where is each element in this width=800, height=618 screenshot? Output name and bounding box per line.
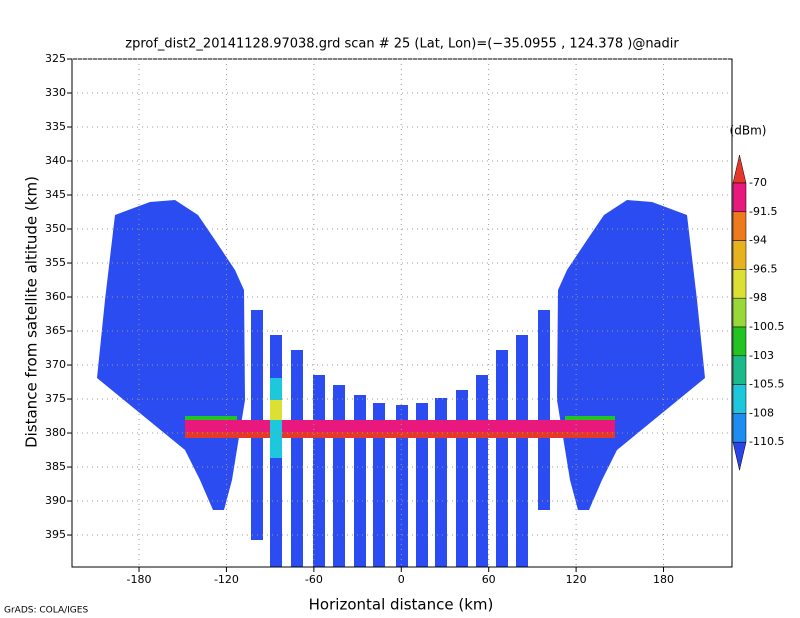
colorbar-segment <box>732 413 747 443</box>
scan-strip <box>416 403 428 567</box>
scan-strip <box>435 398 447 567</box>
scan-wedge <box>557 200 705 510</box>
y-tick-label: 375 <box>45 392 66 405</box>
y-tick-label: 370 <box>45 358 66 371</box>
chart-title: zprof_dist2_20141128.97038.grd scan # 25… <box>125 37 679 52</box>
radar-field <box>97 200 705 567</box>
y-tick-label: 390 <box>45 494 66 507</box>
y-axis-label: Distance from satellite altitude (km) <box>23 176 41 448</box>
y-tick-label: 365 <box>45 324 66 337</box>
colorbar-segment <box>732 182 747 213</box>
x-tick-label: 0 <box>398 573 405 586</box>
scan-strip <box>291 350 303 567</box>
colorbar-label: -100.5 <box>749 320 784 333</box>
colorbar-cap <box>732 441 747 471</box>
colorbar-label: -110.5 <box>749 435 784 448</box>
scan-strip <box>476 375 488 567</box>
x-axis-label: Horizontal distance (km) <box>309 596 494 614</box>
x-tick-label: 60 <box>482 573 496 586</box>
y-tick-label: 350 <box>45 222 66 235</box>
scan-strip <box>456 390 468 567</box>
colorbar-segment <box>732 355 747 385</box>
x-tick-label: -60 <box>305 573 323 586</box>
footer: GrADS: COLA/IGES <box>4 606 88 616</box>
y-tick-label: 330 <box>45 86 66 99</box>
y-tick-label: 355 <box>45 256 66 269</box>
colorbar-label: -70 <box>749 176 767 189</box>
scan-strip <box>333 385 345 567</box>
y-tick-label: 385 <box>45 460 66 473</box>
colorbar-label: -94 <box>749 234 767 247</box>
y-tick-label: 345 <box>45 188 66 201</box>
colorbar-segment <box>732 211 747 241</box>
colorbar-label: -103 <box>749 349 774 362</box>
colorbar-label: -108 <box>749 406 774 419</box>
echo-band <box>185 432 615 438</box>
scan-strip <box>396 405 408 567</box>
x-tick-label: 180 <box>653 573 674 586</box>
scan-strip <box>313 375 325 567</box>
colorbar-segment <box>732 326 747 357</box>
scan-strip <box>538 310 550 510</box>
scan-wedge <box>97 200 245 510</box>
colorbar-segment <box>732 240 747 270</box>
echo-column <box>270 400 282 420</box>
colorbar-segment <box>732 384 747 414</box>
echo-edge <box>565 416 615 420</box>
echo-edge <box>185 416 237 420</box>
scan-strip <box>516 335 528 567</box>
colorbar-label: -105.5 <box>749 378 784 391</box>
colorbar-segment <box>732 269 747 299</box>
colorbar-cap <box>732 154 747 184</box>
colorbar-label: -91.5 <box>749 205 777 218</box>
y-tick-label: 335 <box>45 120 66 133</box>
colorbar-label: -98 <box>749 291 767 304</box>
scan-strip <box>496 350 508 567</box>
colorbar-label: -96.5 <box>749 262 777 275</box>
x-tick-label: 120 <box>566 573 587 586</box>
y-tick-label: 395 <box>45 528 66 541</box>
x-tick-label: -180 <box>127 573 152 586</box>
y-tick-label: 340 <box>45 154 66 167</box>
colorbar-unit: (dBm) <box>730 124 767 138</box>
scan-strip <box>373 403 385 567</box>
y-tick-label: 380 <box>45 426 66 439</box>
y-tick-label: 360 <box>45 290 66 303</box>
x-tick-label: -120 <box>214 573 239 586</box>
colorbar-segment <box>732 297 747 328</box>
y-tick-label: 325 <box>45 52 66 65</box>
